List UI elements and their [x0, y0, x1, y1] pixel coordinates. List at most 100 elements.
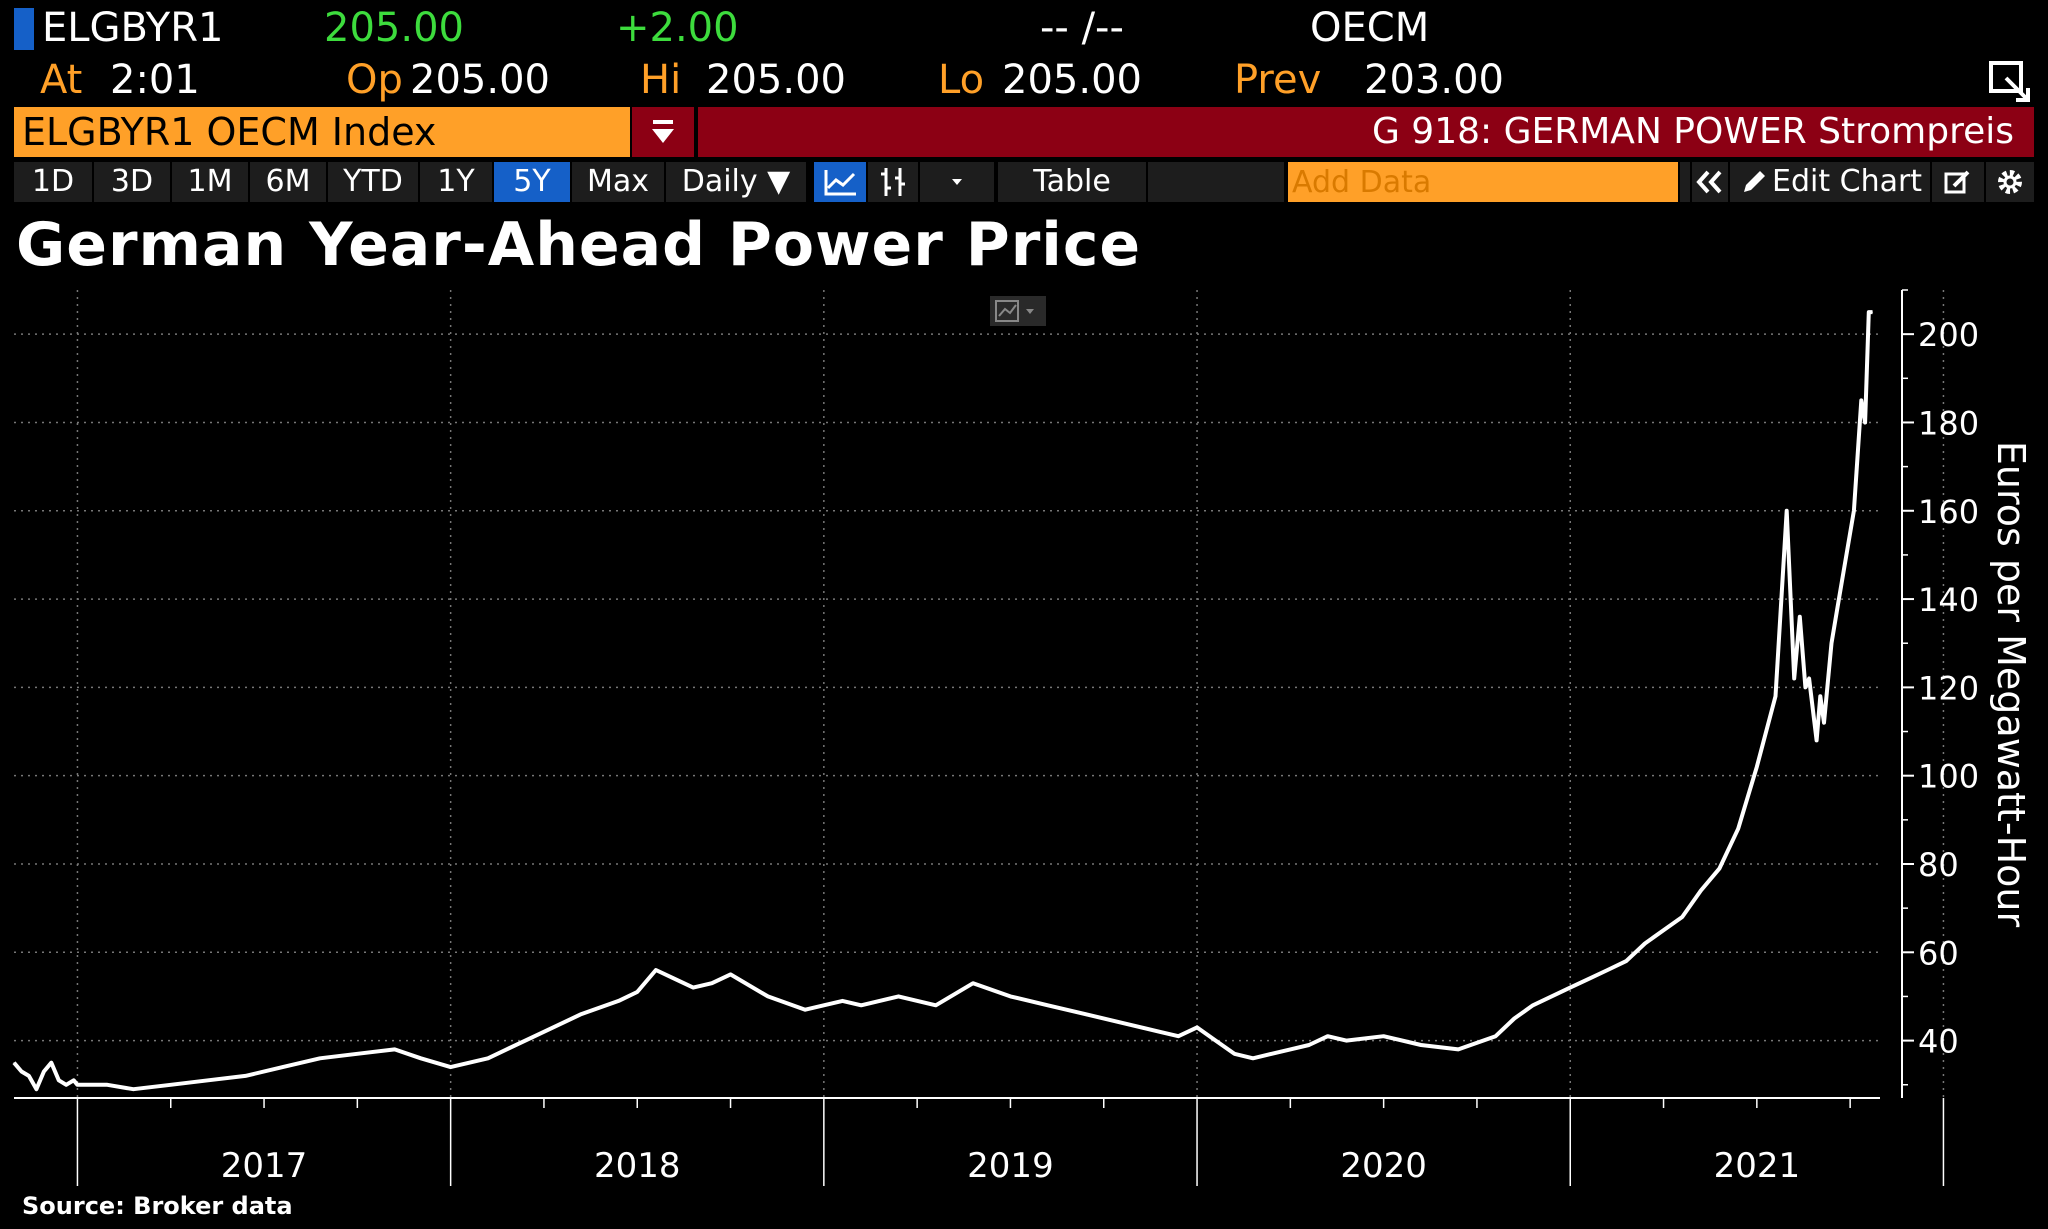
data-point — [860, 1004, 862, 1006]
edit-chart-button[interactable]: Edit Chart — [1730, 162, 1930, 202]
low-label: Lo — [938, 57, 985, 103]
data-point — [244, 1075, 246, 1077]
prev-label: Prev — [1234, 57, 1322, 103]
data-point — [35, 1088, 37, 1090]
range-3d[interactable]: 3D — [94, 162, 170, 202]
plot-area — [12, 310, 1873, 1092]
data-point — [1681, 916, 1683, 918]
y-tick-label: 120 — [1918, 669, 1979, 707]
frequency-dropdown[interactable]: Daily ▼ — [666, 162, 806, 202]
data-point — [1177, 1035, 1179, 1037]
data-point — [1737, 828, 1739, 830]
chart-type-dropdown[interactable] — [920, 162, 994, 202]
source-note: Source: Broker data — [22, 1192, 293, 1220]
range-1y[interactable]: 1Y — [420, 162, 492, 202]
data-point — [1872, 311, 1873, 313]
range-1m[interactable]: 1M — [172, 162, 248, 202]
security-field[interactable]: ELGBYR1 OECM Index — [14, 107, 630, 157]
data-point — [1513, 1018, 1515, 1019]
data-point — [842, 1000, 843, 1002]
bar-chart-button[interactable] — [868, 162, 918, 202]
x-tick-label: 2020 — [1340, 1146, 1427, 1186]
data-point — [618, 1000, 620, 1002]
add-data-input[interactable] — [1288, 162, 1678, 202]
data-point — [1159, 1031, 1161, 1033]
double-chevron-left-icon — [1696, 170, 1722, 194]
data-point — [1327, 1035, 1329, 1037]
data-point — [1786, 510, 1788, 512]
data-point — [84, 1084, 86, 1086]
range-ytd[interactable]: YTD — [328, 162, 418, 202]
data-point — [468, 1062, 470, 1064]
data-point — [65, 1084, 67, 1086]
data-point — [13, 1062, 15, 1064]
axes — [14, 289, 1945, 1186]
data-point — [1271, 1053, 1273, 1055]
data-point — [1853, 510, 1855, 512]
range-6m[interactable]: 6M — [250, 162, 326, 202]
data-point — [1345, 1040, 1347, 1042]
data-point — [106, 1084, 108, 1086]
chart-style-widget[interactable] — [990, 296, 1046, 326]
popout-icon[interactable] — [1988, 60, 2034, 104]
data-point — [506, 1048, 508, 1050]
data-point — [1793, 678, 1795, 679]
line-chart-button[interactable] — [814, 162, 866, 202]
exchange-code: OECM — [1310, 5, 1430, 51]
security-menu-button[interactable] — [632, 107, 694, 157]
ticker-marker — [14, 8, 34, 50]
data-point — [1009, 995, 1011, 997]
data-point — [1663, 929, 1664, 931]
data-point — [43, 1071, 45, 1072]
collapse-button[interactable] — [1692, 162, 1728, 202]
data-point — [1700, 890, 1702, 891]
data-point — [1420, 1044, 1422, 1046]
data-point — [1607, 969, 1609, 971]
data-point — [450, 1066, 452, 1068]
y-axis-title: Euros per Megawatt-Hour — [1989, 441, 2033, 928]
data-point — [767, 995, 769, 997]
prev-price: 203.00 — [1364, 57, 1504, 103]
data-point — [1047, 1004, 1049, 1006]
data-point — [76, 1084, 78, 1086]
data-point — [58, 1079, 60, 1081]
quote-time: 2:01 — [110, 57, 200, 103]
settings-button[interactable] — [1986, 162, 2034, 202]
data-point — [1845, 554, 1847, 556]
y-tick-label: 60 — [1918, 934, 1959, 972]
y-tick-label: 140 — [1918, 581, 1979, 619]
security-description: G 918: GERMAN POWER Strompreis — [1371, 111, 2014, 152]
last-price: 205.00 — [324, 5, 464, 51]
mini-line-chart-icon — [995, 300, 1034, 322]
data-point — [636, 991, 638, 993]
gear-icon — [1998, 170, 2022, 194]
line-chart-icon — [824, 170, 856, 196]
data-point — [674, 978, 676, 980]
range-5y[interactable]: 5Y — [494, 162, 570, 202]
data-point — [730, 973, 731, 975]
data-point — [356, 1053, 358, 1055]
data-point — [21, 1071, 22, 1072]
data-point — [935, 1004, 937, 1006]
edit-chart-label: Edit Chart — [1772, 164, 1923, 199]
data-point — [543, 1031, 545, 1033]
toolbar-spacer — [1148, 162, 1284, 202]
range-max[interactable]: Max — [572, 162, 664, 202]
data-point — [1215, 1040, 1217, 1042]
table-button[interactable]: Table — [998, 162, 1146, 202]
annotate-button[interactable] — [1932, 162, 1984, 202]
data-point — [1569, 987, 1571, 989]
security-name: ELGBYR1 OECM Index — [22, 110, 437, 154]
caret-down-icon — [952, 179, 962, 185]
data-point — [898, 995, 899, 997]
data-point — [420, 1057, 422, 1059]
data-point — [1196, 1026, 1198, 1028]
y-tick-label: 160 — [1918, 493, 1979, 531]
data-point — [711, 982, 713, 984]
high-price: 205.00 — [706, 57, 846, 103]
range-1d[interactable]: 1D — [14, 162, 92, 202]
open-price: 205.00 — [410, 57, 550, 103]
y-tick-label: 180 — [1918, 404, 1979, 442]
data-point — [1457, 1048, 1459, 1050]
